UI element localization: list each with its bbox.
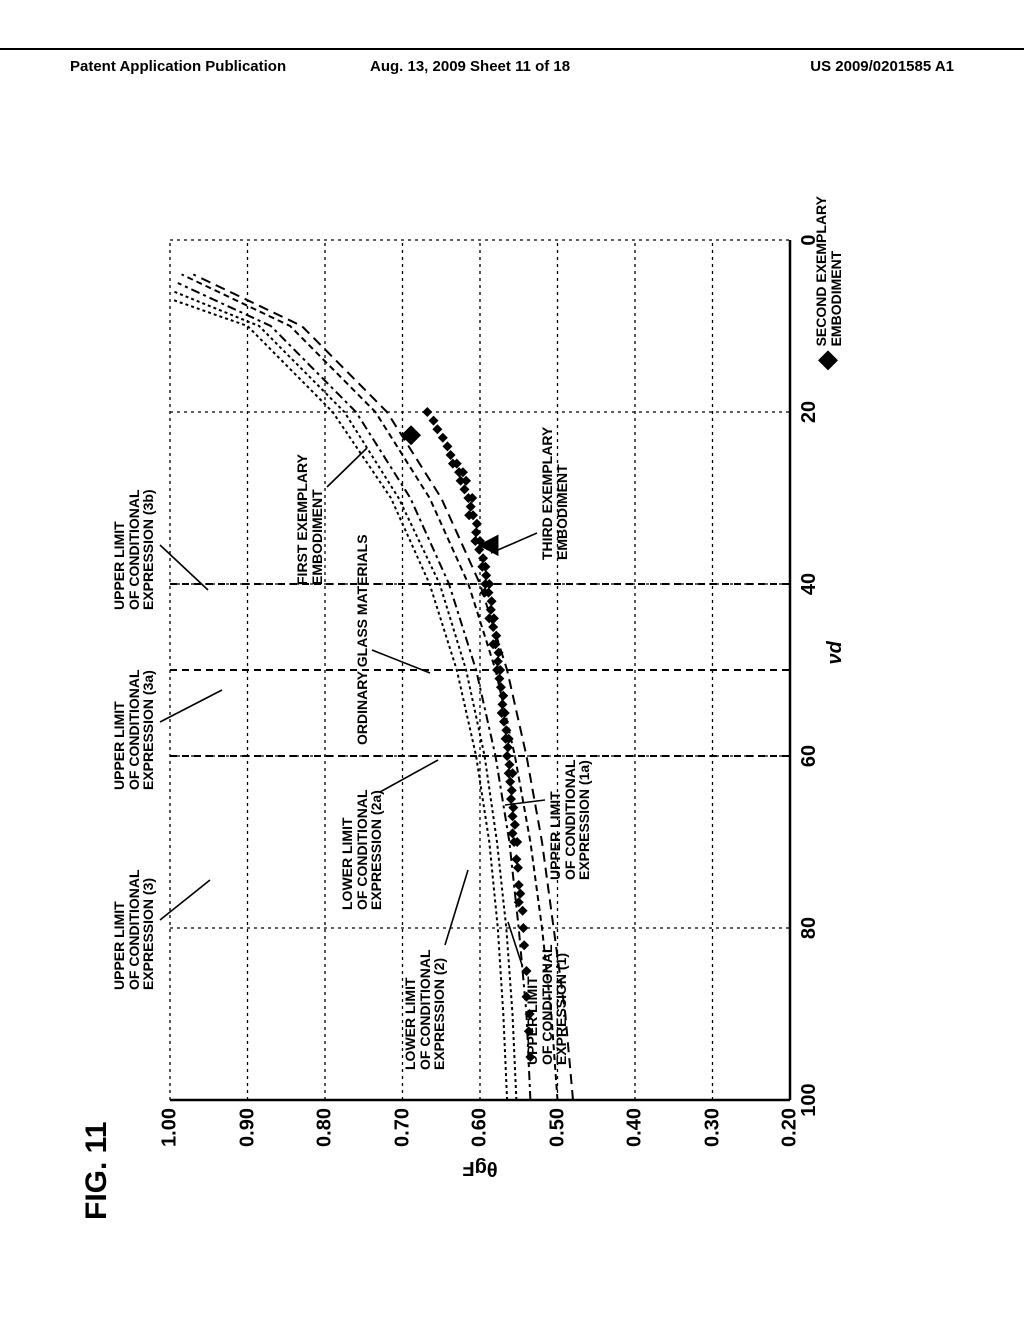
- annot-up1: UPPER LIMIT OF CONDITIONAL EXPRESSION (1…: [525, 944, 569, 1065]
- annot-first: FIRST EXEMPLARY EMBODIMENT: [295, 454, 324, 585]
- header-date-sheet: Aug. 13, 2009 Sheet 11 of 18: [370, 58, 570, 75]
- abbe-theta-chart: 1.000.900.800.700.600.500.400.300.201008…: [130, 210, 850, 1170]
- curve-upper-limit-1: [193, 274, 573, 1100]
- page-header: Patent Application Publication Aug. 13, …: [0, 48, 1024, 56]
- glass-point: [471, 527, 481, 537]
- leader-upper3a: [160, 690, 222, 722]
- glass-point: [499, 717, 509, 727]
- glass-point: [515, 889, 525, 899]
- chart-svg: [130, 210, 890, 1170]
- glass-point: [438, 433, 448, 443]
- y-tick-label: 0.80: [314, 1108, 337, 1158]
- y-tick-label: 0.60: [469, 1108, 492, 1158]
- annot-third: THIRD EXEMPLARY EMBODIMENT: [540, 427, 569, 560]
- y-tick-label: 0.70: [391, 1108, 414, 1158]
- y-tick-label: 0.50: [546, 1108, 569, 1158]
- glass-point: [505, 777, 515, 787]
- figure-label: FIG. 11: [80, 1122, 114, 1220]
- glass-point: [494, 674, 504, 684]
- glass-point: [460, 484, 470, 494]
- glass-point: [507, 785, 517, 795]
- marker-first: [401, 425, 421, 445]
- annot-low2: LOWER LIMIT OF CONDITIONAL EXPRESSION (2…: [403, 949, 447, 1070]
- glass-point: [487, 596, 497, 606]
- annot-low2a: LOWER LIMIT OF CONDITIONAL EXPRESSION (2…: [340, 789, 384, 910]
- curve-ordinary-upper: [174, 300, 507, 1100]
- glass-point: [511, 854, 521, 864]
- glass-point: [456, 476, 466, 486]
- y-tick-label: 0.90: [236, 1108, 259, 1158]
- y-axis-title: θgF: [462, 1156, 497, 1179]
- glass-point: [502, 751, 512, 761]
- header-publication: Patent Application Publication: [70, 58, 286, 75]
- annot-upper3: UPPER LIMIT OF CONDITIONAL EXPRESSION (3…: [112, 869, 156, 990]
- x-tick-label: 40: [798, 564, 821, 604]
- glass-point: [503, 742, 513, 752]
- curve-lower-limit-2: [174, 292, 517, 1100]
- leader-first: [327, 448, 367, 487]
- annot-ordmat: ORDINARY GLASS MATERIALS: [355, 534, 370, 745]
- x-tick-label: 80: [798, 908, 821, 948]
- glass-point: [504, 760, 514, 770]
- y-tick-label: 1.00: [159, 1108, 182, 1158]
- glass-point: [514, 880, 524, 890]
- header-pub-number: US 2009/0201585 A1: [810, 58, 954, 75]
- glass-point: [488, 622, 498, 632]
- x-tick-label: 20: [798, 392, 821, 432]
- glass-point: [472, 519, 482, 529]
- y-tick-label: 0.30: [701, 1108, 724, 1158]
- glass-point: [422, 407, 432, 417]
- glass-point: [442, 441, 452, 451]
- leader-low2: [445, 870, 468, 945]
- glass-point: [432, 424, 442, 434]
- figure-page-area: FIG. 11 1.00 0.90 0.80 0.70 0.60 0.50 0.40 0.30…: [60, 120, 964, 1250]
- annot-upper3b: UPPER LIMIT OF CONDITIONAL EXPRESSION (3…: [112, 489, 156, 610]
- glass-point: [491, 631, 501, 641]
- annot-up1a: UPPER LIMIT OF CONDITIONAL EXPRESSION (1…: [548, 759, 592, 880]
- glass-point: [513, 863, 523, 873]
- leader-low2a: [380, 760, 438, 792]
- x-axis-title: νd: [824, 641, 847, 664]
- glass-point: [446, 450, 456, 460]
- glass-point: [518, 906, 528, 916]
- y-tick-label: 0.40: [624, 1108, 647, 1158]
- glass-point: [508, 811, 518, 821]
- x-tick-label: 60: [798, 736, 821, 776]
- glass-point: [466, 502, 476, 512]
- glass-point: [501, 725, 511, 735]
- glass-point: [510, 820, 520, 830]
- glass-point: [478, 553, 488, 563]
- leader-upper3: [160, 880, 210, 920]
- glass-point: [506, 794, 516, 804]
- glass-point: [481, 570, 491, 580]
- glass-point: [497, 699, 507, 709]
- legend-text-second: SECOND EXEMPLARY EMBODIMENT: [814, 196, 843, 346]
- glass-point: [496, 682, 506, 692]
- rotated-figure: FIG. 11 1.00 0.90 0.80 0.70 0.60 0.50 0.40 0.30…: [60, 120, 964, 1250]
- x-tick-label: 100: [798, 1080, 821, 1120]
- annot-upper3a: UPPER LIMIT OF CONDITIONAL EXPRESSION (3…: [112, 669, 156, 790]
- legend-marker-second: [818, 350, 838, 370]
- glass-point: [429, 416, 439, 426]
